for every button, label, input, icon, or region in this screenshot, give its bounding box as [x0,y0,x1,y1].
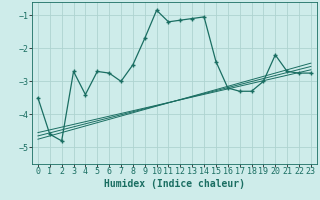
X-axis label: Humidex (Indice chaleur): Humidex (Indice chaleur) [104,179,245,189]
